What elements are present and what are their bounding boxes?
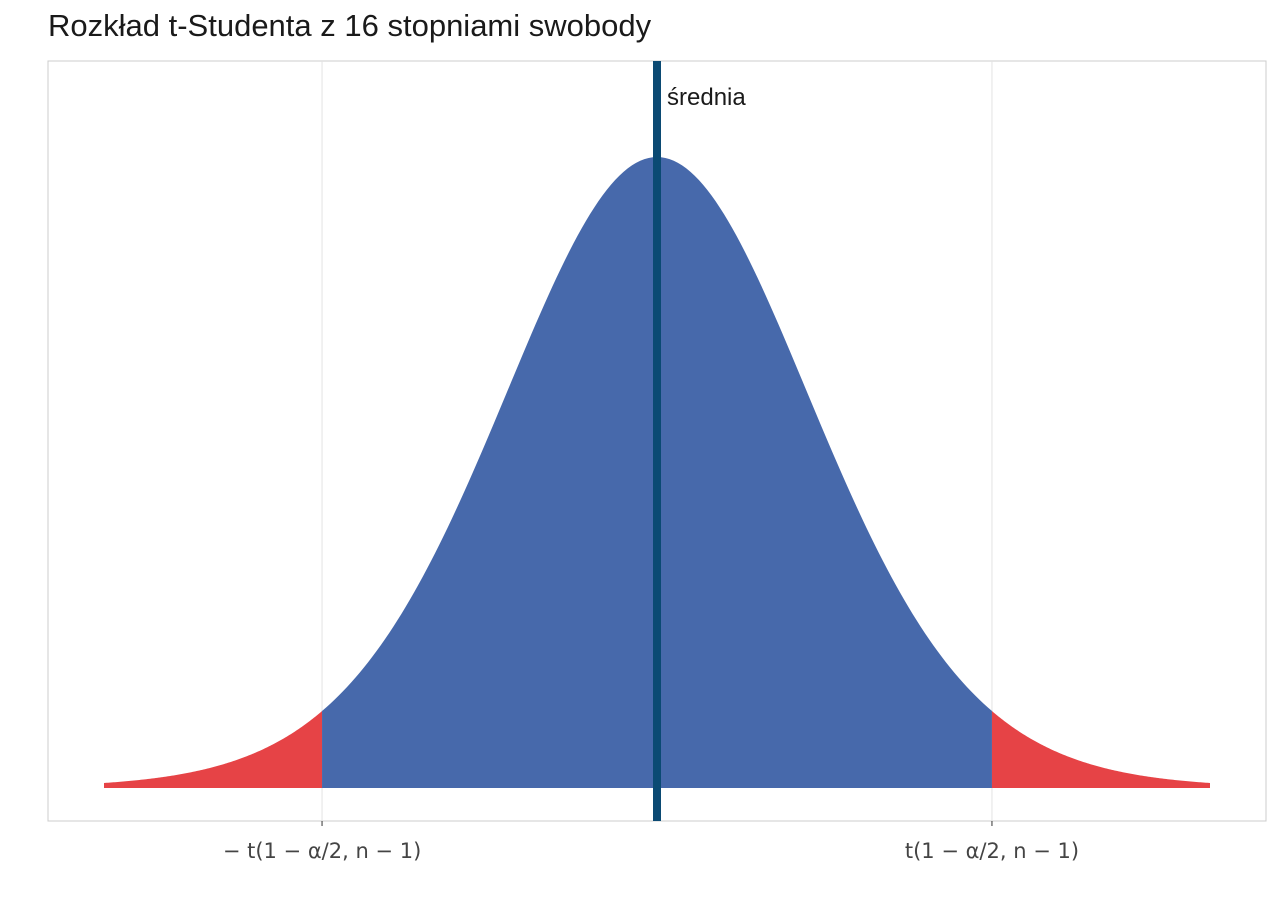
- right-tail-area: [991, 711, 1210, 788]
- mean-label: średnia: [667, 84, 746, 111]
- x-tick-label-right: t(1 − α/2, n − 1): [905, 839, 1079, 863]
- chart-title: Rozkład t-Studenta z 16 stopniami swobod…: [48, 8, 652, 43]
- left-tail-area: [104, 711, 323, 788]
- x-tick-label-left: − t(1 − α/2, n − 1): [223, 839, 421, 863]
